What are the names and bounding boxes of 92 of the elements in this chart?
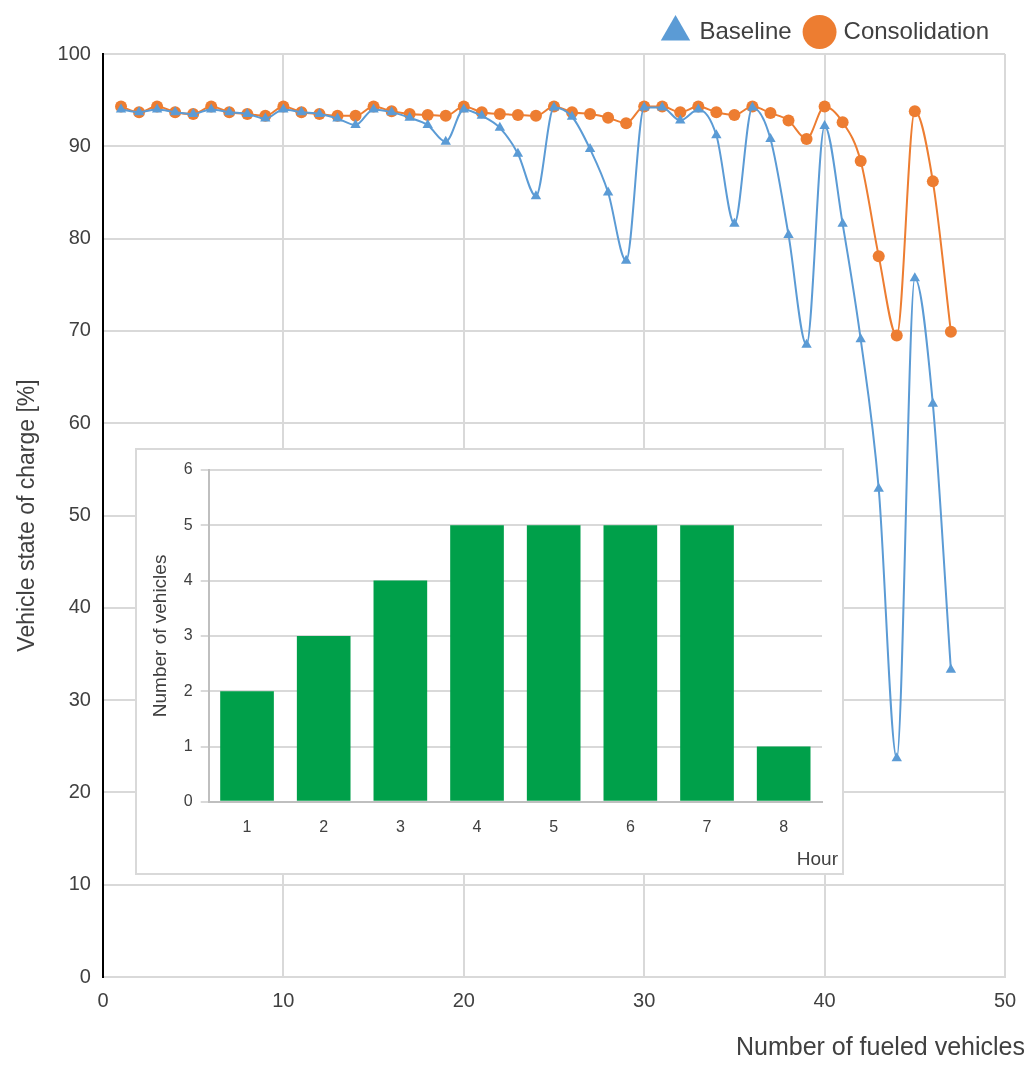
bar xyxy=(296,635,351,801)
point xyxy=(602,186,614,196)
point xyxy=(602,111,615,124)
legend-label: Consolidation xyxy=(843,16,990,44)
y-tick-label: 30 xyxy=(68,687,91,710)
point xyxy=(926,175,939,188)
point xyxy=(728,108,741,121)
point xyxy=(674,106,687,119)
y-tick-label: 70 xyxy=(68,318,91,341)
point xyxy=(511,108,524,121)
point xyxy=(710,106,723,119)
point xyxy=(584,143,596,153)
x-tick-label: 50 xyxy=(993,988,1017,1011)
y-tick-label: 5 xyxy=(183,515,193,533)
x-tick-label: 1 xyxy=(242,817,252,835)
point xyxy=(512,147,524,157)
y-tick-label: 80 xyxy=(68,226,91,249)
point xyxy=(584,108,597,120)
y-tick-label: 3 xyxy=(183,626,193,644)
point xyxy=(927,397,939,407)
x-tick-label: 40 xyxy=(813,988,836,1011)
x-axis-title: Hour xyxy=(796,847,839,869)
y-tick-label: 40 xyxy=(68,595,91,618)
legend-label: Baseline xyxy=(699,16,792,44)
point xyxy=(854,155,867,168)
y-tick-label: 90 xyxy=(68,133,91,156)
point xyxy=(530,190,542,200)
bar xyxy=(680,525,734,801)
point xyxy=(440,135,451,145)
point xyxy=(872,250,885,263)
point xyxy=(764,107,777,120)
point xyxy=(493,108,506,120)
y-axis-title: Number of vehicles xyxy=(148,554,170,718)
x-tick-label: 5 xyxy=(549,817,559,835)
bar xyxy=(373,580,428,801)
point xyxy=(945,663,957,673)
point xyxy=(765,132,776,142)
point xyxy=(729,217,740,227)
point xyxy=(620,254,632,264)
point xyxy=(800,132,813,145)
point xyxy=(855,333,866,343)
y-tick-label: 20 xyxy=(68,779,91,802)
x-tick-label: 2 xyxy=(319,817,329,835)
point xyxy=(494,121,506,131)
point xyxy=(421,108,434,121)
bar xyxy=(220,691,274,801)
point xyxy=(801,338,812,348)
point xyxy=(422,119,433,129)
x-tick-label: 3 xyxy=(395,817,405,835)
point xyxy=(782,114,795,127)
point xyxy=(349,109,362,122)
point xyxy=(944,325,957,338)
bar xyxy=(756,746,811,801)
y-tick-label: 4 xyxy=(183,571,193,589)
x-tick-label: 4 xyxy=(472,817,482,835)
point xyxy=(783,228,794,238)
bar xyxy=(450,525,504,801)
point xyxy=(909,272,920,282)
point xyxy=(529,109,542,122)
point xyxy=(566,110,578,120)
y-tick-label: 1 xyxy=(183,736,193,754)
x-tick-label: 10 xyxy=(272,988,295,1011)
x-tick-label: 30 xyxy=(633,988,656,1011)
point xyxy=(711,129,722,139)
y-tick-label: 50 xyxy=(68,503,91,526)
y-tick-label: 2 xyxy=(183,681,193,699)
x-tick-label: 20 xyxy=(452,988,475,1011)
bar xyxy=(603,525,658,801)
x-tick-label: 0 xyxy=(97,988,109,1011)
x-tick-label: 6 xyxy=(625,817,635,835)
x-tick-label: 8 xyxy=(779,817,789,835)
y-tick-label: 6 xyxy=(183,460,193,478)
point xyxy=(836,116,849,129)
y-tick-label: 10 xyxy=(68,872,91,895)
y-tick-label: 0 xyxy=(79,964,91,987)
point xyxy=(350,119,361,129)
point xyxy=(837,217,848,227)
point xyxy=(620,117,633,130)
point xyxy=(873,482,884,492)
point xyxy=(819,119,830,129)
y-axis-title: Vehicle state of charge [%] xyxy=(13,379,40,652)
y-tick-label: 60 xyxy=(68,410,91,433)
x-axis-title: Number of fueled vehicles xyxy=(735,1032,1025,1061)
y-tick-label: 100 xyxy=(57,41,91,64)
bar xyxy=(526,525,581,801)
y-tick-label: 0 xyxy=(183,792,193,810)
point xyxy=(908,105,921,118)
point xyxy=(891,752,902,762)
x-tick-label: 7 xyxy=(702,817,712,835)
point xyxy=(818,100,831,113)
point xyxy=(439,109,452,122)
point xyxy=(890,329,903,342)
